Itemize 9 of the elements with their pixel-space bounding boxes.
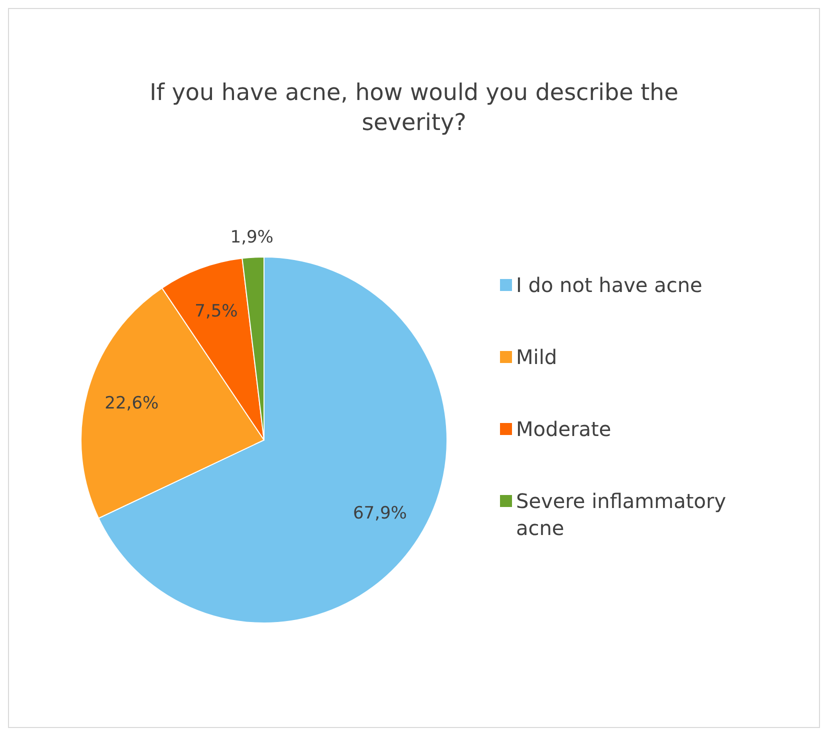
- data-label: 7,5%: [194, 301, 238, 322]
- legend-label: Severe inflammatory acne: [516, 489, 726, 540]
- data-label: 22,6%: [104, 394, 159, 414]
- data-label: 1,9%: [230, 227, 274, 248]
- legend-label: Moderate: [516, 417, 612, 441]
- legend-label: Mild: [516, 345, 558, 369]
- chart-title: If you have acne, how would you describe the severity?: [150, 80, 678, 136]
- data-label: 67,9%: [352, 503, 407, 524]
- legend-label: I do not have acne: [516, 273, 702, 297]
